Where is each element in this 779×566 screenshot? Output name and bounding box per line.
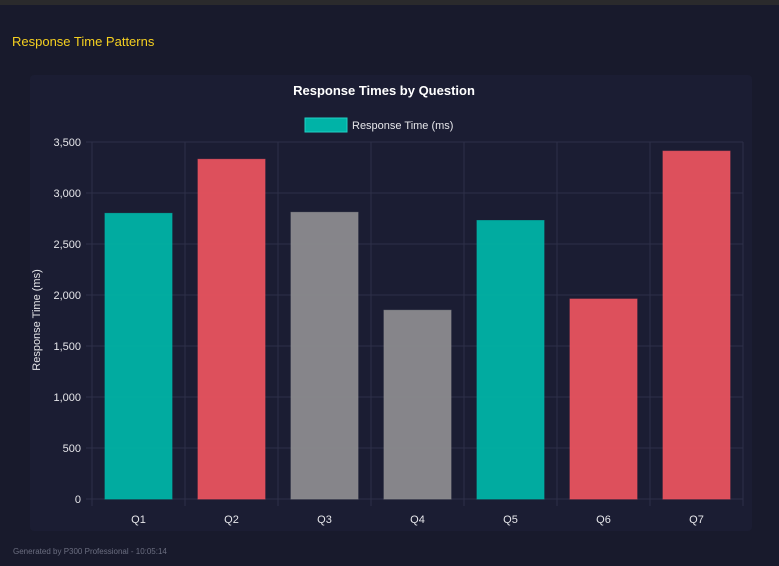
y-tick-label: 2,500 <box>53 239 81 251</box>
y-tick-label: 3,000 <box>53 188 81 200</box>
y-tick-label: 2,000 <box>53 290 81 302</box>
footer-text: Generated by P300 Professional - 10:05:1… <box>13 547 167 556</box>
legend-swatch[interactable] <box>304 117 348 133</box>
legend-label[interactable]: Response Time (ms) <box>352 120 453 132</box>
section-title: Response Time Patterns <box>12 34 155 49</box>
y-tick-label: 0 <box>75 494 81 506</box>
top-bar <box>0 0 779 5</box>
bar-q3[interactable] <box>290 211 359 500</box>
x-tick-label: Q5 <box>503 514 518 526</box>
x-tick-label: Q3 <box>317 514 332 526</box>
x-tick-label: Q2 <box>224 514 239 526</box>
x-tick-label: Q1 <box>131 514 146 526</box>
y-tick-label: 3,500 <box>53 137 81 149</box>
bar-q5[interactable] <box>476 220 545 500</box>
x-tick-label: Q4 <box>410 514 425 526</box>
x-tick-label: Q6 <box>596 514 611 526</box>
bar-q2[interactable] <box>197 158 266 500</box>
chart-title: Response Times by Question <box>293 83 475 98</box>
y-tick-label: 500 <box>63 443 81 455</box>
bar-q6[interactable] <box>569 298 638 500</box>
bar-q4[interactable] <box>383 309 452 500</box>
y-axis-label: Response Time (ms) <box>31 269 43 370</box>
x-tick-label: Q7 <box>689 514 704 526</box>
y-tick-label: 1,500 <box>53 341 81 353</box>
bar-q1[interactable] <box>104 212 173 500</box>
y-tick-label: 1,000 <box>53 392 81 404</box>
bar-q7[interactable] <box>662 150 731 500</box>
